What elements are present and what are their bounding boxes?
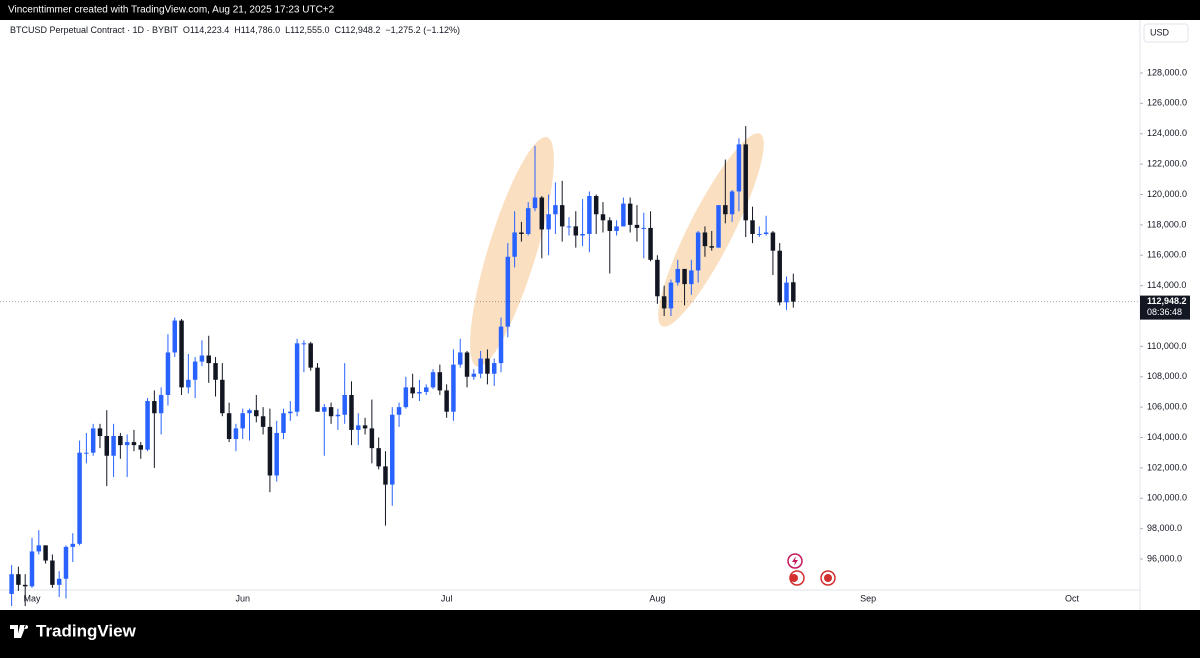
logo-mark <box>10 625 29 638</box>
y-tick-label: 122,000.0 <box>1147 158 1187 168</box>
y-tick-label: 118,000.0 <box>1147 219 1186 229</box>
event-icons <box>787 553 836 586</box>
legend-open: O114,223.4 <box>183 25 229 35</box>
logo: TradingView <box>36 621 137 640</box>
y-tick-label: 96,000.0 <box>1147 553 1182 563</box>
y-tick-label: 128,000.0 <box>1147 67 1187 77</box>
legend-change: −1,275.2 (−1.12%) <box>385 25 460 35</box>
countdown: 08:36:48 <box>1147 307 1182 317</box>
x-tick-label: Jun <box>235 593 250 603</box>
event-icon-glyph <box>792 556 798 566</box>
y-tick-label: 106,000.0 <box>1147 402 1187 412</box>
symbol: BTCUSD Perpetual Contract · 1D · BYBIT <box>10 25 179 35</box>
x-tick-label: Jul <box>441 593 453 603</box>
y-tick-label: 114,000.0 <box>1147 280 1186 290</box>
y-tick-label: 126,000.0 <box>1147 98 1187 108</box>
y-tick-label: 116,000.0 <box>1147 250 1186 260</box>
currency-box[interactable] <box>1143 23 1189 43</box>
x-tick-label: Oct <box>1065 593 1080 603</box>
y-tick-label: 102,000.0 <box>1147 462 1187 472</box>
y-tick-label: 108,000.0 <box>1147 371 1187 381</box>
legend-high: H114,786.0 <box>234 25 280 35</box>
attribution: Vincenttimmer created with TradingView.c… <box>8 5 335 16</box>
last-price-label: 112,948.2 <box>1147 296 1187 306</box>
currency: USD <box>1150 27 1170 37</box>
legend-low: L112,555.0 <box>285 25 329 35</box>
y-tick-label: 98,000.0 <box>1147 523 1182 533</box>
y-tick-label: 120,000.0 <box>1147 189 1187 199</box>
legend-close: C112,948.2 <box>335 25 381 35</box>
chart-area <box>0 20 1200 610</box>
x-tick-label: Aug <box>649 593 665 603</box>
event-icon-glyph <box>790 574 798 582</box>
y-tick-label: 104,000.0 <box>1147 432 1187 442</box>
chart-legend: BTCUSD Perpetual Contract · 1D · BYBIT O1… <box>10 25 460 35</box>
y-tick-label: 124,000.0 <box>1147 128 1187 138</box>
y-tick-label: 100,000.0 <box>1147 493 1187 503</box>
x-tick-label: Sep <box>860 593 876 603</box>
logo-icon <box>10 625 29 638</box>
highlight-ellipse <box>470 137 554 367</box>
event-icon-glyph <box>824 574 832 582</box>
last-price-tag <box>1140 295 1190 320</box>
x-tick-label: May <box>23 593 41 603</box>
y-tick-label: 110,000.0 <box>1147 341 1186 351</box>
